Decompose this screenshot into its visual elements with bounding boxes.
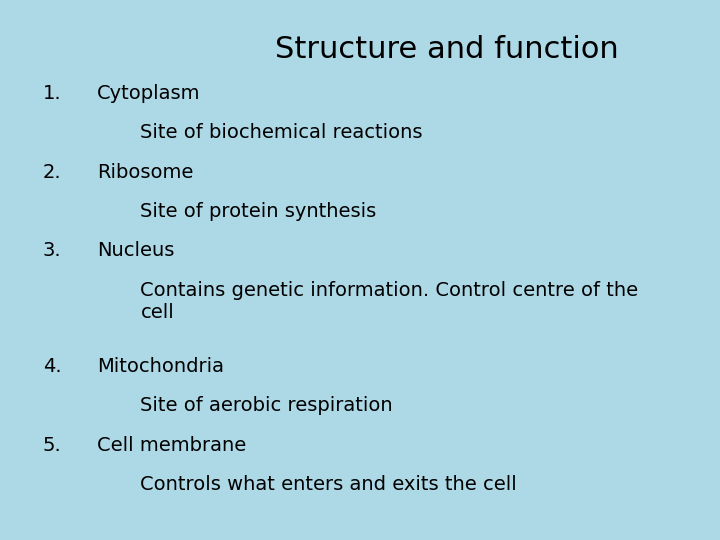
Text: Ribosome: Ribosome — [97, 163, 194, 181]
Text: 5.: 5. — [42, 436, 61, 455]
Text: 4.: 4. — [42, 357, 61, 376]
Text: Mitochondria: Mitochondria — [97, 357, 224, 376]
Text: Cytoplasm: Cytoplasm — [97, 84, 201, 103]
Text: 1.: 1. — [42, 84, 61, 103]
Text: Site of protein synthesis: Site of protein synthesis — [140, 202, 377, 221]
Text: Cell membrane: Cell membrane — [97, 436, 246, 455]
Text: Nucleus: Nucleus — [97, 241, 174, 260]
Text: 3.: 3. — [42, 241, 61, 260]
Text: Structure and function: Structure and function — [274, 35, 618, 64]
Text: Site of aerobic respiration: Site of aerobic respiration — [140, 396, 393, 415]
Text: Controls what enters and exits the cell: Controls what enters and exits the cell — [140, 475, 517, 494]
Text: Site of biochemical reactions: Site of biochemical reactions — [140, 123, 423, 142]
Text: Contains genetic information. Control centre of the
cell: Contains genetic information. Control ce… — [140, 281, 639, 322]
Text: 2.: 2. — [42, 163, 61, 181]
